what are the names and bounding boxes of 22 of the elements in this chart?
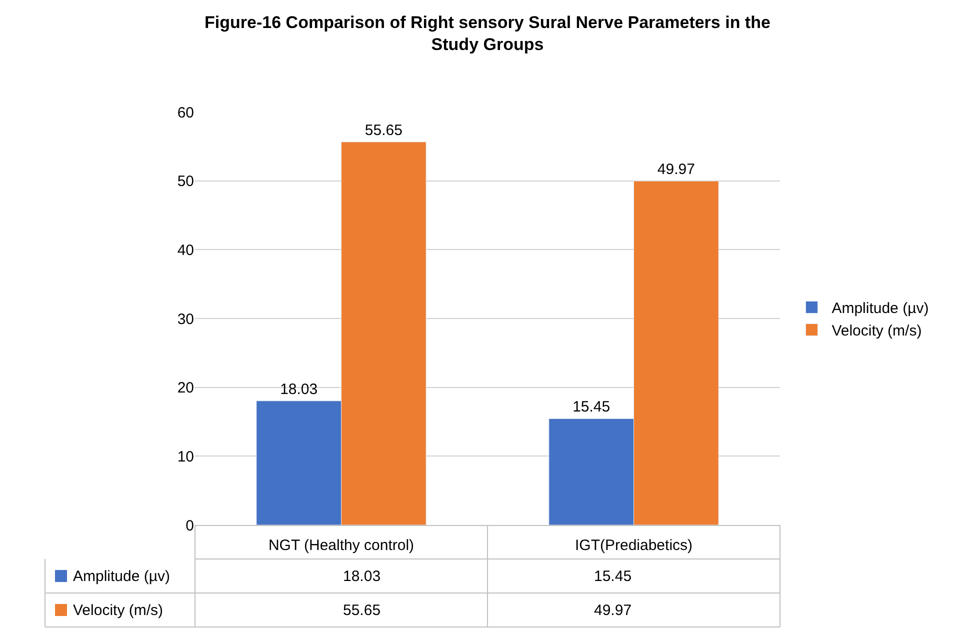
data-label: 18.03 bbox=[343, 568, 381, 585]
annotation: 18.03 bbox=[280, 380, 318, 398]
data-label: 55.65 bbox=[343, 602, 381, 619]
legend-label: Amplitude (µv) bbox=[73, 568, 170, 585]
y-tick-label: 60 bbox=[177, 104, 194, 122]
x-tick-label: NGT (Healthy control) bbox=[268, 537, 414, 554]
annotation: 15.45 bbox=[572, 398, 610, 416]
y-tick-label: 30 bbox=[177, 310, 194, 328]
y-tick-label: 50 bbox=[177, 173, 194, 190]
y-tick-label: 40 bbox=[177, 242, 194, 259]
y-tick-label: 0 bbox=[186, 517, 194, 534]
data-label: 49.97 bbox=[594, 602, 632, 619]
chart-title: Figure-16 Comparison of Right sensory Sural Nerve Parameters in the Study Groups bbox=[204, 13, 770, 54]
annotation: 55.65 bbox=[364, 122, 402, 139]
x-tick-label: IGT(Prediabetics) bbox=[574, 537, 693, 554]
text: Velocity (m/s) bbox=[73, 602, 164, 619]
legend-label: Velocity (m/s) bbox=[832, 322, 922, 340]
data-label: 15.45 bbox=[594, 568, 632, 585]
text: Amplitude (µv) bbox=[832, 300, 929, 318]
y-tick-label: 20 bbox=[177, 380, 194, 397]
y-tick-label: 10 bbox=[177, 448, 194, 466]
annotation: 49.97 bbox=[657, 161, 695, 178]
